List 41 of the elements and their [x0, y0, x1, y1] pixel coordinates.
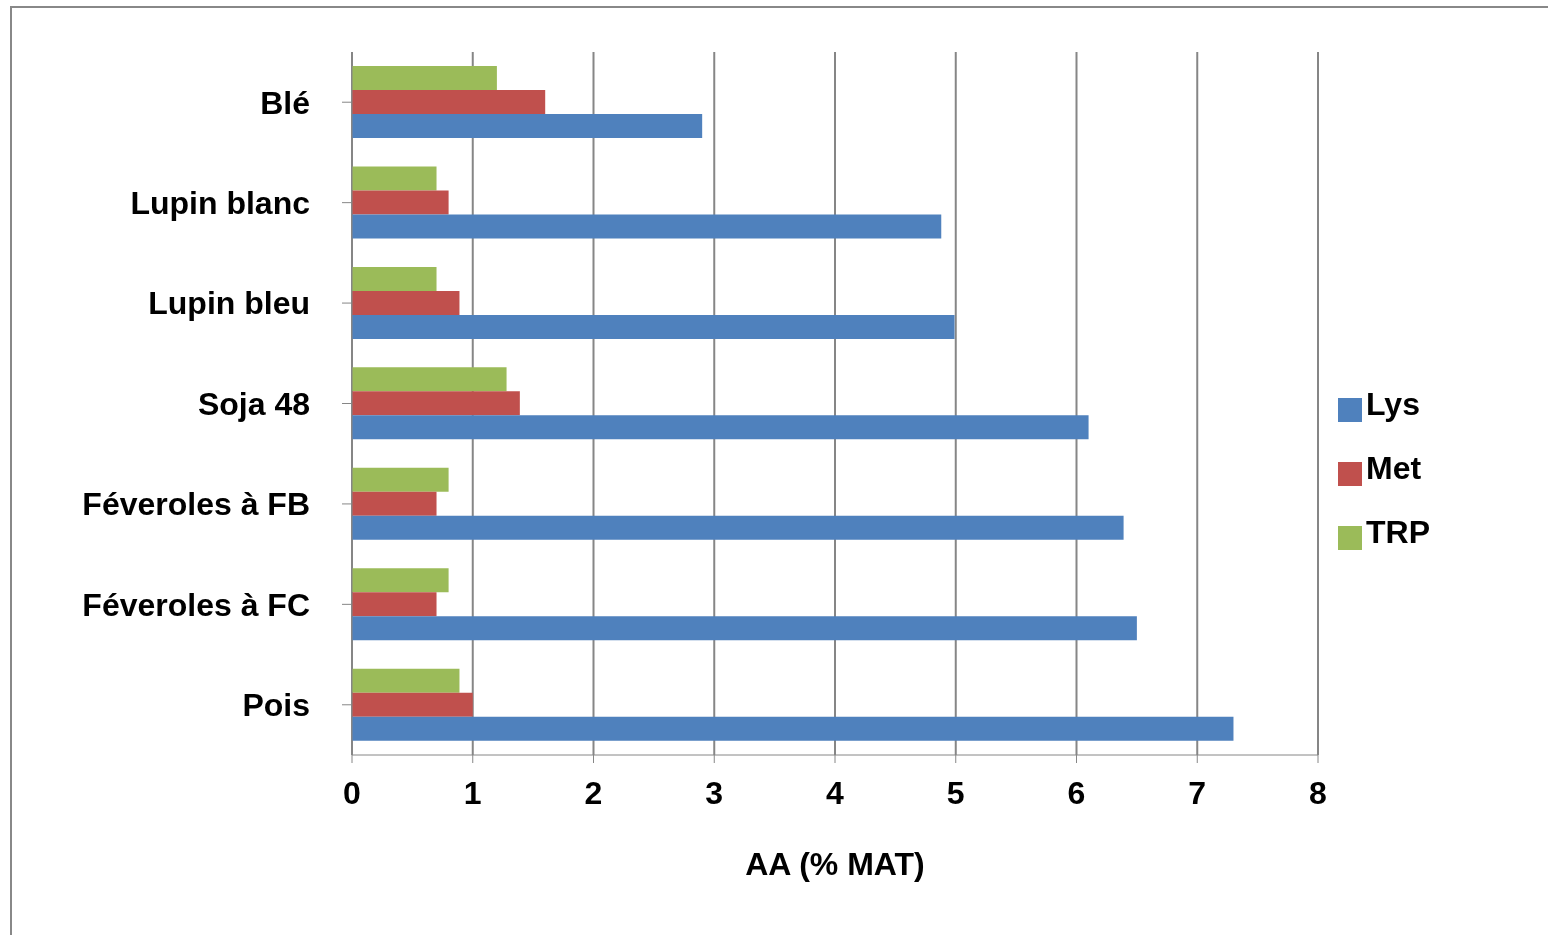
bar: [352, 616, 1137, 641]
y-tick-label: Lupin blanc: [130, 185, 310, 221]
y-tick-label: Soja 48: [197, 385, 310, 422]
x-tick-label: 1: [463, 774, 482, 811]
legend-label: TRP: [1366, 513, 1430, 550]
bar: [352, 314, 955, 339]
bar: [352, 114, 703, 139]
bar: [352, 491, 437, 516]
bar: [352, 367, 507, 392]
bar: [352, 467, 449, 492]
x-tick-label: 3: [705, 774, 724, 811]
x-axis-title: AA (% MAT): [745, 846, 925, 882]
bar: [352, 668, 460, 693]
y-tick-label: Féveroles à FB: [82, 486, 310, 523]
bar: [352, 290, 460, 315]
x-tick-label: 7: [1188, 774, 1207, 811]
x-tick-label: 2: [584, 774, 603, 811]
x-tick-label: 0: [343, 774, 361, 811]
y-tick-label: Lupin bleu: [148, 285, 310, 322]
y-tick-label: Blé: [260, 84, 310, 121]
legend-label: Lys: [1366, 385, 1420, 422]
x-tick-label: 6: [1067, 774, 1086, 811]
y-tick-label: Pois: [242, 687, 310, 724]
bar: [352, 190, 449, 215]
y-tick-label: Féveroles à FC: [82, 586, 310, 623]
x-tick-label: 4: [826, 774, 845, 811]
bar: [352, 166, 437, 191]
bar: [352, 592, 437, 617]
bar: [352, 214, 942, 239]
bar: [352, 266, 437, 291]
bar: [352, 716, 1234, 741]
legend-label: Met: [1366, 449, 1422, 486]
bar: [352, 391, 520, 416]
bar: [352, 568, 449, 593]
bar: [352, 692, 473, 717]
bar: [352, 90, 546, 115]
bar: [352, 415, 1089, 440]
x-tick-label: 5: [946, 774, 965, 811]
x-tick-label: 8: [1309, 774, 1327, 811]
bar: [352, 66, 497, 91]
bar: [352, 515, 1124, 540]
